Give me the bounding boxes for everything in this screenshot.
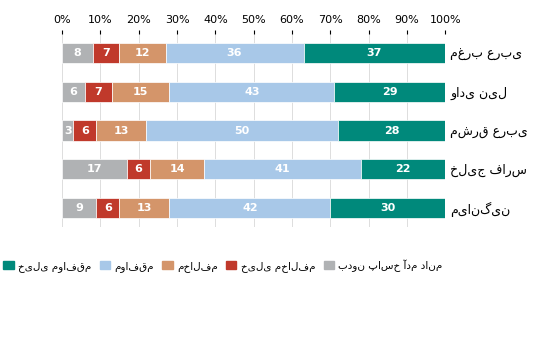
Bar bbox=[62, 82, 85, 102]
Text: 42: 42 bbox=[242, 203, 258, 213]
Text: 14: 14 bbox=[169, 164, 185, 174]
Bar bbox=[97, 198, 119, 218]
Text: 41: 41 bbox=[275, 164, 291, 174]
Text: 7: 7 bbox=[102, 48, 110, 58]
Text: 15: 15 bbox=[133, 87, 148, 97]
Text: 6: 6 bbox=[104, 203, 112, 213]
Text: 12: 12 bbox=[135, 48, 150, 58]
Bar bbox=[169, 82, 334, 102]
Text: 43: 43 bbox=[244, 87, 260, 97]
Text: 8: 8 bbox=[73, 48, 81, 58]
Bar bbox=[119, 198, 169, 218]
Bar bbox=[166, 43, 304, 63]
Bar bbox=[338, 120, 445, 140]
Text: 17: 17 bbox=[87, 164, 102, 174]
Bar bbox=[73, 120, 97, 140]
Text: 6: 6 bbox=[70, 87, 78, 97]
Text: 13: 13 bbox=[137, 203, 152, 213]
Bar bbox=[85, 82, 112, 102]
Bar bbox=[97, 120, 146, 140]
Text: 30: 30 bbox=[380, 203, 395, 213]
Bar bbox=[146, 120, 338, 140]
Bar bbox=[62, 159, 127, 180]
Text: 28: 28 bbox=[384, 126, 400, 136]
Bar bbox=[93, 43, 119, 63]
Text: 3: 3 bbox=[64, 126, 72, 136]
Bar bbox=[361, 159, 445, 180]
Text: 6: 6 bbox=[135, 164, 143, 174]
Text: 37: 37 bbox=[367, 48, 382, 58]
Bar bbox=[62, 43, 93, 63]
Bar bbox=[330, 198, 445, 218]
Text: 29: 29 bbox=[382, 87, 397, 97]
Bar bbox=[334, 82, 445, 102]
Bar bbox=[127, 159, 150, 180]
Text: 6: 6 bbox=[81, 126, 89, 136]
Text: 9: 9 bbox=[75, 203, 83, 213]
Text: 7: 7 bbox=[94, 87, 102, 97]
Bar bbox=[304, 43, 445, 63]
Text: 13: 13 bbox=[113, 126, 129, 136]
Bar bbox=[169, 198, 330, 218]
Bar bbox=[112, 82, 169, 102]
Bar bbox=[119, 43, 166, 63]
Legend: خیلی موافقم, موافقم, مخالفم, خیلی مخالفم, بدون پاسخ آدم دانم: خیلی موافقم, موافقم, مخالفم, خیلی مخالفم… bbox=[0, 255, 447, 276]
Text: 36: 36 bbox=[227, 48, 242, 58]
Bar bbox=[62, 120, 73, 140]
Text: 50: 50 bbox=[235, 126, 250, 136]
Text: 22: 22 bbox=[395, 164, 411, 174]
Bar bbox=[62, 198, 97, 218]
Bar bbox=[150, 159, 204, 180]
Bar bbox=[204, 159, 361, 180]
